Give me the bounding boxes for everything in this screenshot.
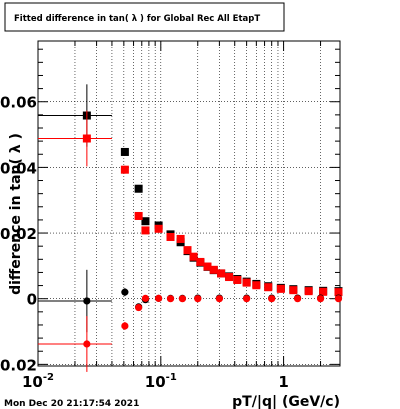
data-point-circle	[166, 295, 175, 303]
data-point-circle	[121, 322, 129, 330]
y-axis-title: difference in tan( λ )	[8, 133, 24, 295]
data-point-square	[154, 224, 163, 233]
data-point-circle	[83, 297, 91, 305]
x-tick-label: 1	[278, 373, 288, 391]
y-tick-label: -0.02	[0, 356, 37, 374]
y-tick-label: 0.04	[0, 159, 37, 177]
data-point-square	[120, 147, 129, 156]
data-point-square	[209, 265, 218, 274]
data-point-square	[319, 287, 328, 296]
data-point-circle	[268, 295, 276, 303]
data-point-circle	[316, 295, 325, 303]
data-point-circle	[141, 294, 150, 302]
data-point-circle	[155, 294, 163, 302]
data-marks	[38, 84, 343, 372]
data-point-square	[183, 246, 192, 255]
timestamp-label: Mon Dec 20 21:17:54 2021	[4, 399, 139, 409]
data-point-square	[141, 226, 150, 235]
data-point-square	[225, 273, 234, 282]
data-point-square	[82, 134, 91, 143]
data-point-square	[304, 287, 313, 296]
data-point-circle	[293, 295, 302, 303]
data-point-circle	[178, 295, 187, 303]
data-point-square	[217, 269, 226, 278]
data-point-square	[176, 234, 185, 243]
data-point-square	[334, 288, 343, 297]
x-axis-title: pT/|q| (GeV/c)	[232, 394, 340, 409]
data-point-circle	[83, 340, 91, 348]
data-point-circle	[135, 303, 143, 312]
data-point-square	[242, 278, 251, 287]
data-point-square	[196, 257, 205, 266]
data-point-square	[264, 283, 273, 292]
data-point-square	[134, 184, 143, 193]
data-point-square	[141, 217, 150, 226]
data-point-square	[120, 165, 129, 174]
grid	[38, 41, 340, 366]
data-point-circle	[243, 295, 251, 303]
data-point-square	[166, 232, 175, 241]
axes: -0.02 0 0.02 0.04 0.06 10-2 10-1 1	[0, 41, 340, 391]
y-tick-label: 0.06	[0, 94, 37, 112]
data-point-square	[289, 286, 298, 295]
data-point-square	[252, 281, 261, 290]
data-point-square	[276, 284, 285, 293]
data-point-circle	[121, 288, 129, 296]
data-point-circle	[334, 295, 343, 303]
data-point-square	[203, 262, 212, 271]
y-tick-label: 0.02	[0, 225, 37, 243]
y-tick-label: 0	[27, 291, 37, 309]
data-point-square	[189, 252, 198, 261]
chart-title: Fitted difference in tan( λ ) for Global…	[14, 14, 260, 24]
plot-frame	[37, 40, 341, 367]
data-point-square	[134, 211, 143, 220]
x-tick-label: 10-2	[22, 372, 54, 391]
data-point-circle	[215, 295, 223, 303]
data-point-square	[233, 275, 242, 284]
chart-title-box: Fitted difference in tan( λ ) for Global…	[4, 2, 285, 32]
data-point-circle	[194, 295, 202, 303]
x-tick-label: 10-1	[145, 372, 177, 391]
